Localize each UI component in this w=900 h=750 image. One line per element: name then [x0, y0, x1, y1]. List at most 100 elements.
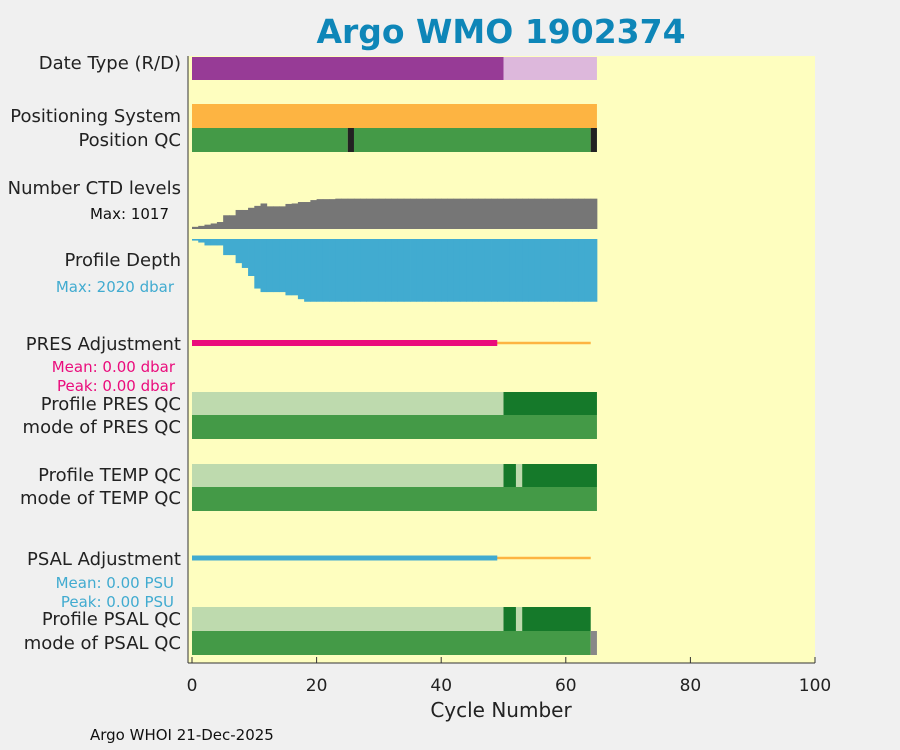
profile-depth-bar-24 — [341, 239, 349, 302]
profile-depth-bar-17 — [297, 239, 305, 300]
profile-depth-bar-29 — [372, 239, 380, 302]
ctd-levels-bar-33 — [397, 198, 405, 229]
profile-depth-bar-57 — [547, 239, 554, 302]
position-qc-segment-3 — [590, 128, 597, 152]
ctd-levels-bar-30 — [378, 198, 386, 229]
profile-depth-bar-43 — [459, 239, 467, 302]
ctd-levels-bar-53 — [522, 198, 529, 229]
profile-depth-bar-61 — [572, 239, 579, 302]
ctd-levels-bar-0 — [192, 226, 199, 229]
ctd-levels-bar-19 — [310, 200, 317, 229]
ctd-levels-bar-39 — [434, 198, 442, 229]
profile-pres-qc-segment-0 — [192, 392, 504, 415]
profile-depth-bar-48 — [491, 239, 498, 302]
profile-depth-bar-41 — [447, 239, 455, 302]
row-label-mode-pres-qc: mode of PRES QC — [23, 417, 181, 438]
profile-depth-bar-20 — [316, 239, 324, 302]
profile-depth-bar-6 — [229, 239, 237, 256]
row-label-date-type: Date Type (R/D) — [39, 53, 181, 74]
ctd-levels-bar-14 — [279, 206, 286, 229]
ctd-levels-bar-13 — [272, 206, 280, 229]
ctd-levels-bar-40 — [441, 198, 448, 229]
ctd-levels-bar-34 — [403, 198, 411, 229]
profile-depth-bar-11 — [260, 239, 268, 293]
profile-temp-qc-segment-3 — [522, 464, 597, 487]
ctd-levels-bar-54 — [528, 198, 536, 229]
profile-depth-bar-1 — [198, 239, 205, 243]
mode-pres-qc-segment-0 — [192, 415, 597, 439]
ctd-levels-bar-36 — [416, 198, 423, 229]
pres-mean-label: Mean: 0.00 dbar — [52, 358, 176, 376]
profile-depth-bar-36 — [416, 239, 423, 302]
ctd-levels-bar-51 — [509, 198, 517, 229]
ctd-levels-bar-27 — [360, 198, 367, 229]
ctd-levels-bar-47 — [484, 198, 492, 229]
position-qc-segment-0 — [192, 128, 348, 152]
ctd-levels-bar-56 — [540, 198, 548, 229]
ctd-levels-bar-26 — [353, 198, 361, 229]
profile-depth-bar-42 — [453, 239, 461, 302]
profile-depth-bar-64 — [590, 239, 598, 302]
profile-depth-bar-26 — [353, 239, 361, 302]
footer-credit: Argo WHOI 21-Dec-2025 — [90, 726, 274, 744]
profile-depth-bar-49 — [497, 239, 504, 302]
profile-depth-bar-2 — [204, 239, 212, 246]
positioning-system-segment-0 — [192, 104, 597, 128]
ctd-levels-bar-62 — [578, 198, 585, 229]
ctd-levels-bar-24 — [341, 198, 349, 229]
mode-psal-qc-segment-1 — [590, 631, 597, 655]
ctd-levels-bar-20 — [316, 199, 324, 229]
profile-depth-bar-45 — [472, 239, 479, 302]
ctd-levels-bar-16 — [291, 203, 299, 229]
x-tick-label-3: 60 — [555, 676, 577, 696]
ctd-levels-bar-35 — [410, 198, 417, 229]
profile-depth-bar-23 — [335, 239, 342, 302]
profile-depth-bar-44 — [466, 239, 473, 302]
profile-depth-bar-54 — [528, 239, 536, 302]
profile-depth-bar-13 — [272, 239, 280, 293]
ctd-levels-bar-38 — [428, 198, 436, 229]
profile-depth-bar-16 — [291, 239, 299, 296]
profile-depth-bar-7 — [235, 239, 243, 264]
ctd-levels-bar-8 — [241, 209, 249, 229]
ctd-levels-bar-45 — [472, 198, 479, 229]
profile-depth-bar-4 — [216, 239, 224, 246]
ctd-levels-bar-9 — [248, 207, 255, 229]
pres-peak-label: Peak: 0.00 dbar — [57, 377, 176, 395]
ctd-levels-bar-18 — [304, 202, 311, 229]
ctd-levels-bar-12 — [266, 206, 274, 229]
profile-psal-qc-segment-0 — [192, 607, 504, 631]
profile-depth-bar-38 — [428, 239, 436, 302]
row-label-profile-pres-qc: Profile PRES QC — [41, 394, 181, 415]
row-label-mode-psal-qc: mode of PSAL QC — [24, 633, 181, 654]
profile-depth-bar-25 — [347, 239, 355, 302]
ctd-levels-bar-6 — [229, 215, 237, 229]
x-tick-label-1: 20 — [306, 676, 328, 696]
x-tick-label-2: 40 — [430, 676, 452, 696]
profile-depth-bar-37 — [422, 239, 430, 302]
profile-depth-bar-35 — [410, 239, 417, 302]
profile-depth-bar-39 — [434, 239, 442, 302]
ctd-levels-bar-61 — [572, 198, 579, 229]
ctd-levels-bar-42 — [453, 198, 461, 229]
ctd-levels-bar-21 — [322, 199, 330, 229]
ctd-levels-bar-57 — [547, 198, 554, 229]
profile-depth-bar-47 — [484, 239, 492, 302]
profile-psal-qc-segment-3 — [522, 607, 591, 631]
ctd-levels-bar-28 — [366, 198, 374, 229]
profile-depth-bar-28 — [366, 239, 374, 302]
profile-depth-bar-30 — [378, 239, 386, 302]
plot-area — [188, 56, 815, 663]
position-qc-segment-1 — [347, 128, 354, 152]
profile-depth-bar-62 — [578, 239, 585, 302]
profile-depth-bar-58 — [553, 239, 560, 302]
x-tick-label-5: 100 — [799, 676, 831, 696]
ctd-levels-bar-7 — [235, 209, 243, 229]
ctd-levels-bar-48 — [491, 198, 498, 229]
row-label-psal-adjustment: PSAL Adjustment — [27, 549, 181, 570]
ctd-levels-bar-22 — [329, 199, 336, 229]
ctd-levels-bar-52 — [515, 198, 523, 229]
profile-depth-bar-32 — [391, 239, 398, 302]
profile-depth-bar-53 — [522, 239, 529, 302]
